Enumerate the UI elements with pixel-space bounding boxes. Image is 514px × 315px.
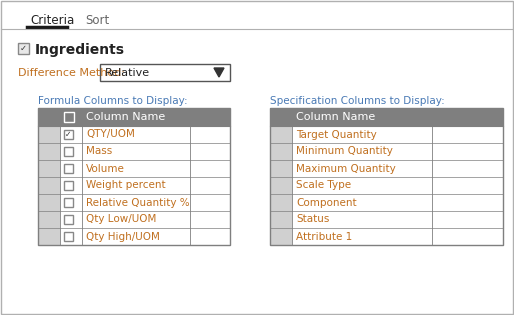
Bar — [270, 160, 292, 177]
Bar — [270, 211, 292, 228]
Text: Column Name: Column Name — [296, 112, 375, 122]
Text: Criteria: Criteria — [30, 14, 74, 27]
Text: Relative Quantity %: Relative Quantity % — [86, 198, 190, 208]
Text: Maximum Quantity: Maximum Quantity — [296, 163, 396, 174]
Text: Qty Low/UOM: Qty Low/UOM — [86, 215, 156, 225]
Text: Mass: Mass — [86, 146, 112, 157]
Bar — [270, 228, 503, 245]
Bar — [270, 228, 292, 245]
Bar — [270, 143, 292, 160]
Bar — [64, 181, 73, 190]
Text: ✓: ✓ — [65, 130, 71, 139]
Text: Qty High/UOM: Qty High/UOM — [86, 232, 160, 242]
Bar — [64, 198, 73, 207]
Text: ✓: ✓ — [20, 44, 27, 53]
Bar — [38, 211, 60, 228]
Text: Volume: Volume — [86, 163, 125, 174]
Bar — [270, 108, 503, 126]
Text: QTY/UOM: QTY/UOM — [86, 129, 135, 140]
Text: Column Name: Column Name — [86, 112, 165, 122]
Text: Weight percent: Weight percent — [86, 180, 166, 191]
Bar — [64, 147, 73, 156]
Bar — [64, 232, 73, 241]
Text: Component: Component — [296, 198, 357, 208]
Text: Ingredients: Ingredients — [35, 43, 125, 57]
Bar — [270, 143, 503, 160]
Text: Specification Columns to Display:: Specification Columns to Display: — [270, 96, 445, 106]
Bar — [38, 177, 230, 194]
Text: Scale Type: Scale Type — [296, 180, 351, 191]
Bar — [38, 228, 60, 245]
Bar — [38, 211, 230, 228]
Bar — [270, 126, 292, 143]
Bar — [270, 160, 503, 177]
Text: Sort: Sort — [85, 14, 109, 27]
Text: Formula Columns to Display:: Formula Columns to Display: — [38, 96, 188, 106]
Text: Attribute 1: Attribute 1 — [296, 232, 352, 242]
Text: Minimum Quantity: Minimum Quantity — [296, 146, 393, 157]
Bar — [270, 194, 292, 211]
Bar — [64, 215, 73, 224]
Bar — [38, 160, 60, 177]
Bar — [64, 112, 74, 122]
Bar — [270, 108, 503, 245]
Bar — [38, 126, 230, 143]
Bar — [38, 228, 230, 245]
Polygon shape — [214, 68, 224, 77]
Bar — [100, 64, 230, 81]
Bar — [38, 108, 230, 126]
Text: Difference Method:: Difference Method: — [18, 68, 125, 78]
Bar — [270, 194, 503, 211]
Bar — [38, 194, 230, 211]
Bar — [64, 164, 73, 173]
Text: Relative: Relative — [105, 67, 150, 77]
Bar — [38, 108, 230, 245]
Bar — [38, 143, 60, 160]
Text: Target Quantity: Target Quantity — [296, 129, 377, 140]
Text: Status: Status — [296, 215, 329, 225]
Bar — [38, 194, 60, 211]
Bar — [270, 177, 292, 194]
Bar — [38, 143, 230, 160]
Bar — [38, 177, 60, 194]
Bar — [64, 130, 73, 139]
Bar — [38, 160, 230, 177]
Bar — [18, 43, 29, 54]
Bar — [270, 211, 503, 228]
Bar — [270, 177, 503, 194]
Bar — [38, 126, 60, 143]
Bar — [270, 126, 503, 143]
